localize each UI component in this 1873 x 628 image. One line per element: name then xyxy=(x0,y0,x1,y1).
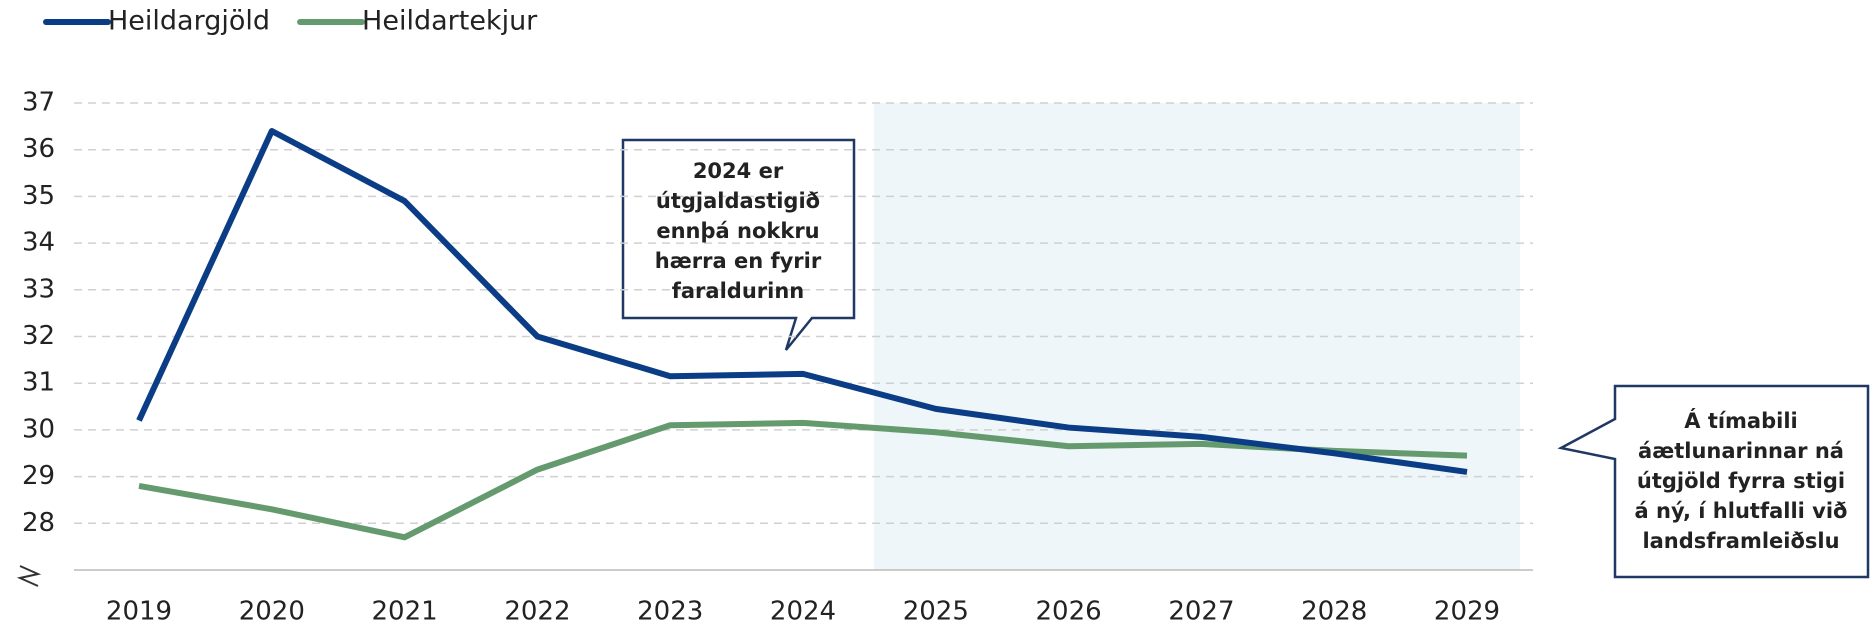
x-tick-label: 2027 xyxy=(1168,597,1234,627)
annotation: Á tímabili áætlunarinnar ná útgjöld fyrra … xyxy=(1635,408,1848,553)
x-tick-label: 2021 xyxy=(372,597,438,627)
annotation: 2024 er útgjaldastigið ennþá nokkru hærra e… xyxy=(655,159,822,303)
annotation-line: 2024 er xyxy=(693,159,784,183)
x-tick-label: 2023 xyxy=(637,597,703,627)
y-tick-label: 28 xyxy=(22,508,55,538)
y-tick-label: 36 xyxy=(22,134,55,164)
y-tick-label: 37 xyxy=(22,88,55,118)
legend-label: Heildargjöld xyxy=(108,6,270,37)
y-tick-label: 29 xyxy=(22,461,55,491)
x-tick-label: 2022 xyxy=(504,597,570,627)
annotation-line: áætlunarinnar ná xyxy=(1638,439,1844,463)
x-tick-label: 2029 xyxy=(1434,597,1500,627)
x-tick-label: 2026 xyxy=(1036,597,1102,627)
annotation-line: faraldurinn xyxy=(672,279,804,303)
y-tick-label: 35 xyxy=(22,181,55,211)
annotation-line: útgjaldastigið xyxy=(656,189,820,213)
annotation-line: Á tímabili xyxy=(1684,408,1797,433)
line-series xyxy=(136,128,1468,475)
x-tick-label: 2028 xyxy=(1301,597,1367,627)
x-tick-label: 2020 xyxy=(239,597,305,627)
line-series xyxy=(138,419,1468,541)
y-tick-label: 32 xyxy=(22,321,55,351)
annotation-line: ennþá nokkru xyxy=(656,219,819,243)
y-tick-label: 30 xyxy=(22,414,55,444)
x-tick-label: 2019 xyxy=(106,597,172,627)
annotation-box xyxy=(621,138,856,351)
y-tick-label: 31 xyxy=(22,368,55,398)
y-tick-label: 33 xyxy=(22,274,55,304)
x-tick-label: 2024 xyxy=(770,597,836,627)
annotation-line: hærra en fyrir xyxy=(655,249,822,273)
annotation-line: útgjöld fyrra stigi xyxy=(1637,469,1845,493)
legend-label: Heildartekjur xyxy=(362,6,538,37)
axis-break xyxy=(16,565,42,587)
annotation-line: á ný, í hlutfalli við xyxy=(1635,499,1848,523)
annotation-line: landsframleiðslu xyxy=(1642,529,1839,553)
x-tick-label: 2025 xyxy=(903,597,969,627)
y-tick-label: 34 xyxy=(22,228,55,258)
annotation-box xyxy=(1557,384,1870,579)
